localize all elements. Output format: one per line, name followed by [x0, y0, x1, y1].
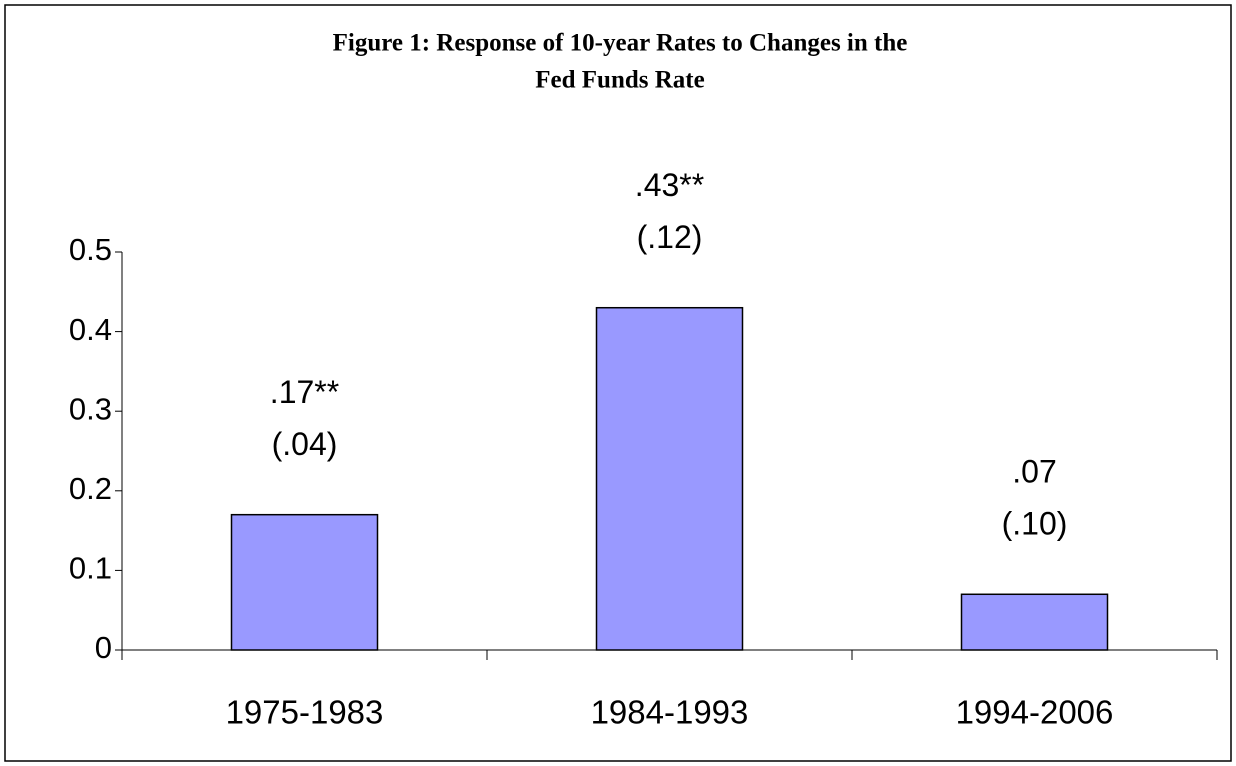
- value-label: .43**: [635, 167, 704, 203]
- chart-title: Fed Funds Rate: [535, 67, 704, 94]
- bar: [960, 593, 1109, 651]
- bar: [230, 513, 379, 651]
- x-tick-label: 1984-1993: [591, 694, 749, 731]
- y-tick-label: 0: [95, 630, 112, 665]
- bar: [595, 306, 744, 651]
- error-label: (.12): [637, 219, 703, 255]
- y-tick-label: 0.2: [69, 471, 112, 506]
- y-tick-label: 0.1: [69, 551, 112, 586]
- y-tick-label: 0.5: [69, 232, 112, 267]
- error-label: (.10): [1002, 506, 1068, 542]
- error-label: (.04): [272, 426, 338, 462]
- y-tick-label: 0.3: [69, 391, 112, 426]
- chart-title: Figure 1: Response of 10-year Rates to C…: [333, 30, 908, 57]
- y-tick-label: 0.4: [69, 312, 112, 347]
- x-tick-label: 1994-2006: [956, 694, 1114, 731]
- value-label: .17**: [270, 374, 339, 410]
- x-tick-label: 1975-1983: [226, 694, 384, 731]
- value-label: .07: [1012, 454, 1056, 490]
